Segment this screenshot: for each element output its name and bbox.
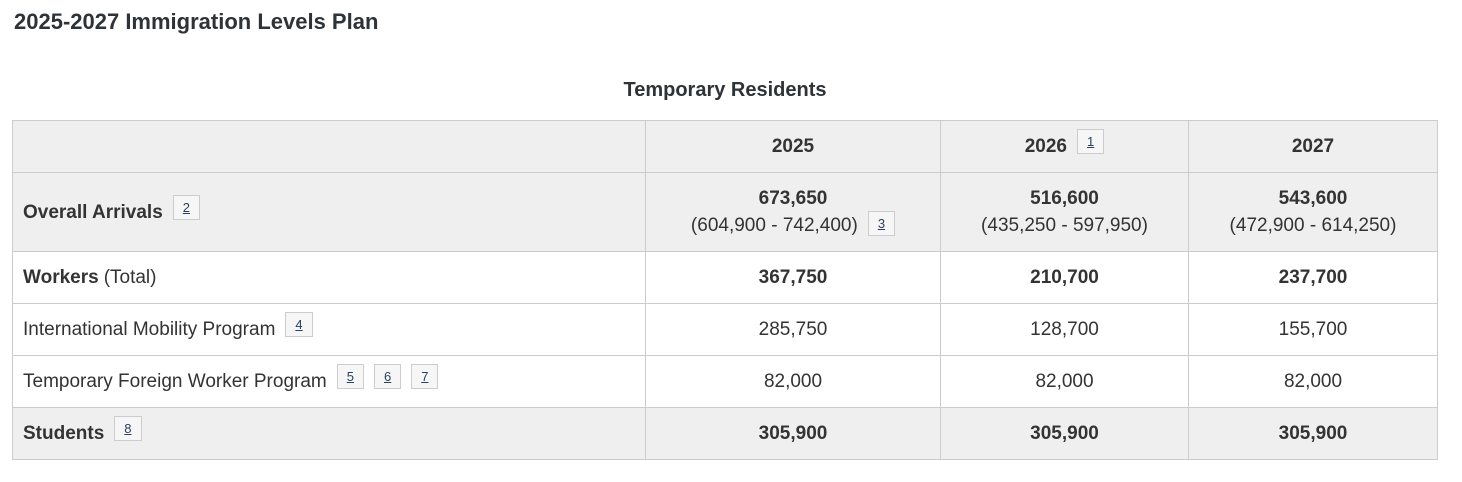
workers-label: Workers	[23, 267, 99, 288]
overall-2025-range-text: (604,900 - 742,400)	[690, 215, 858, 236]
row-international-mobility-program: International Mobility Program 4 285,750 …	[12, 303, 1438, 356]
cell-overall-2025: 673,650 (604,900 - 742,400) 3	[645, 172, 941, 252]
overall-2026-range: (435,250 - 597,950)	[981, 215, 1148, 236]
cell-imp-2026: 128,700	[940, 303, 1189, 356]
footnote-link-6[interactable]: 6	[373, 364, 402, 389]
row-label-students: Students 8	[12, 407, 646, 460]
temporary-residents-table: Temporary Residents 2025 2026 1 2027	[12, 36, 1438, 460]
cell-workers-2027: 237,700	[1188, 251, 1438, 304]
overall-2027-range: (472,900 - 614,250)	[1229, 215, 1397, 236]
header-row: 2025 2026 1 2027	[12, 120, 1438, 173]
cell-overall-2027: 543,600 (472,900 - 614,250)	[1188, 172, 1438, 252]
overall-arrivals-label: Overall Arrivals	[23, 201, 163, 223]
footnote-link-7[interactable]: 7	[411, 364, 439, 389]
overall-2025-range: (604,900 - 742,400) 3	[656, 211, 930, 239]
page-title: 2025-2027 Immigration Levels Plan	[14, 9, 379, 34]
year-header-2027: 2027	[1188, 120, 1438, 173]
cell-tfwp-2026: 82,000	[940, 355, 1189, 408]
overall-2027-value: 543,600	[1278, 188, 1348, 209]
year-header-2025: 2025	[645, 120, 941, 173]
cell-imp-2027: 155,700	[1188, 303, 1438, 356]
footnote-link-2[interactable]: 2	[172, 194, 201, 220]
overall-2026-value: 516,600	[1030, 188, 1099, 209]
cell-students-2027: 305,900	[1188, 407, 1438, 460]
header-empty-cell	[12, 120, 646, 173]
footnote-link-1[interactable]: 1	[1077, 129, 1105, 154]
imp-label: International Mobility Program	[23, 319, 276, 340]
year-2025-label: 2025	[771, 136, 815, 157]
year-2026-label: 2026	[1024, 136, 1068, 157]
cell-workers-2026: 210,700	[940, 251, 1189, 304]
year-2027-label: 2027	[1291, 136, 1335, 157]
cell-students-2025: 305,900	[645, 407, 941, 460]
footnote-link-3[interactable]: 3	[867, 211, 896, 236]
footnote-link-5[interactable]: 5	[336, 364, 364, 389]
tfwp-label: Temporary Foreign Worker Program	[23, 371, 327, 392]
row-students: Students 8 305,900 305,900 305,900	[12, 407, 1438, 460]
cell-tfwp-2025: 82,000	[645, 355, 941, 408]
students-label: Students	[23, 423, 105, 444]
year-header-2026: 2026 1	[940, 120, 1189, 173]
cell-overall-2026: 516,600 (435,250 - 597,950)	[940, 172, 1189, 252]
footnote-link-4[interactable]: 4	[285, 312, 313, 337]
cell-imp-2025: 285,750	[645, 303, 941, 356]
table-caption: Temporary Residents	[623, 79, 827, 101]
row-label-overall-arrivals: Overall Arrivals 2	[12, 172, 646, 252]
row-workers-total: Workers (Total) 367,750 210,700 237,700	[12, 251, 1438, 304]
cell-tfwp-2027: 82,000	[1188, 355, 1438, 408]
workers-label-suffix: (Total)	[103, 267, 157, 288]
row-label-imp: International Mobility Program 4	[12, 303, 646, 356]
cell-students-2026: 305,900	[940, 407, 1189, 460]
footnote-link-8[interactable]: 8	[114, 416, 142, 441]
row-label-tfwp: Temporary Foreign Worker Program 5 6 7	[12, 355, 646, 408]
row-overall-arrivals: Overall Arrivals 2 673,650 (604,900 - 742…	[12, 172, 1438, 252]
row-label-workers: Workers (Total)	[12, 251, 646, 304]
overall-2025-value: 673,650	[758, 188, 828, 209]
cell-workers-2025: 367,750	[645, 251, 941, 304]
row-temporary-foreign-worker-program: Temporary Foreign Worker Program 5 6 7 82,0…	[12, 355, 1438, 408]
